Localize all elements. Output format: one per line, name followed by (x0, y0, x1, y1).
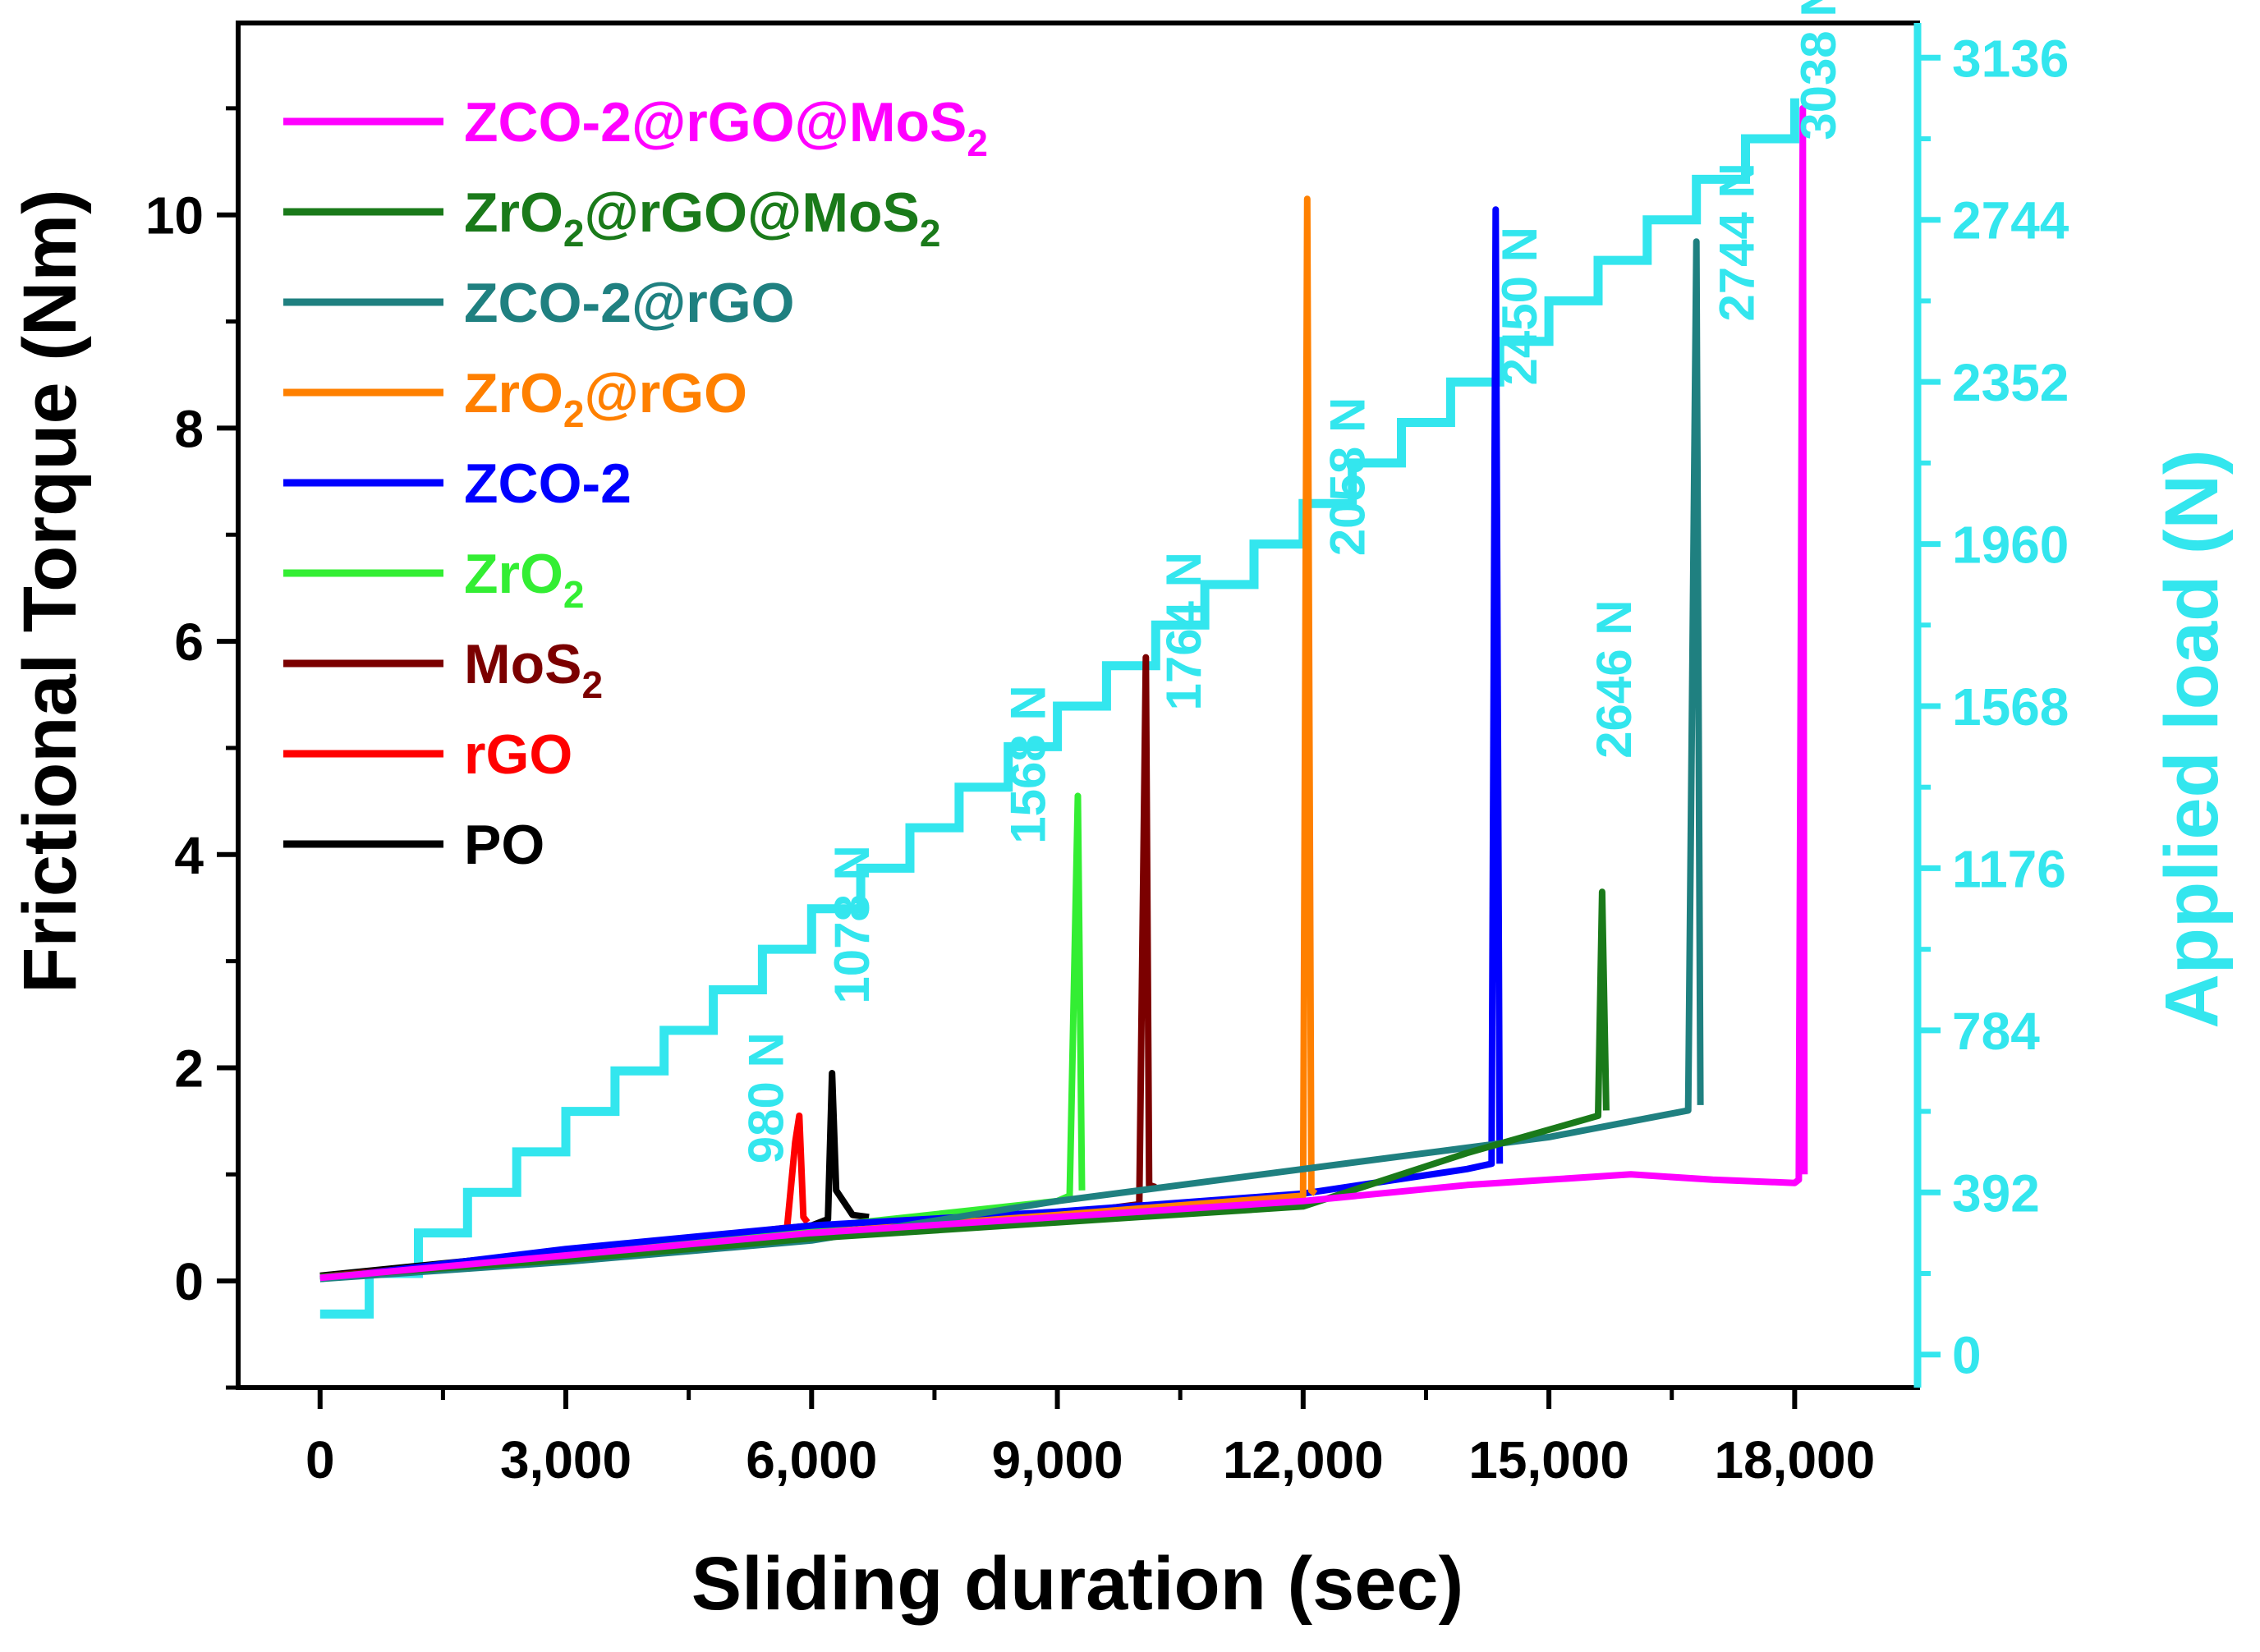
series-line-zro2 (319, 792, 1086, 1282)
right-y-tick-label: 1176 (1952, 839, 2066, 898)
x-tick-label: 18,000 (1714, 1430, 1875, 1489)
legend-label: rGO (464, 723, 572, 786)
x-tick-label: 12,000 (1223, 1430, 1384, 1489)
right-y-tick-label: 392 (1952, 1163, 2040, 1223)
legend-label-main: ZrO (464, 543, 563, 605)
x-axis-title: Sliding duration (sec) (691, 1542, 1463, 1626)
x-tick-label: 15,000 (1468, 1430, 1629, 1489)
load-annotation-label: 1568 N (1001, 685, 1056, 843)
y-axis-title: Frictional Torque (Nm) (8, 189, 92, 993)
series-line-zco-2-rgo-mos2 (319, 104, 1808, 1282)
right-y-tick-label: 1568 (1952, 677, 2069, 737)
load-annotation-label: 3038 N (1791, 0, 1846, 140)
y-tick-label: 0 (174, 1252, 204, 1311)
legend-label: ZCO-2@rGO@MoS2 (464, 91, 988, 164)
load-annotation-label: 1764 N (1156, 552, 1211, 710)
load-annotation-label: 1078 N (825, 845, 880, 1003)
load-annotation-label: 2058 N (1321, 397, 1376, 556)
legend-label-main: ZrO (464, 362, 563, 424)
legend-label-subscript: 2 (563, 392, 585, 435)
torque-series-layer (319, 104, 1808, 1283)
legend-label-main: MoS (464, 633, 582, 695)
legend-label: ZrO2@rGO (464, 362, 747, 435)
load-annotations: 980 N 1078 N 1568 N 1764 N 2058 N 2450 N 2646 … (738, 0, 1846, 1163)
applied-load-series-layer (319, 98, 1799, 1319)
load-annotation-label: 980 N (738, 1032, 793, 1163)
legend-label-main: PO (464, 814, 544, 876)
legend-label-main: ZCO-2@rGO@MoS (464, 91, 967, 154)
legend-label-main: rGO (464, 723, 572, 786)
legend-label: ZCO-2@rGO (464, 272, 795, 334)
legend-label-subscript: 2 (967, 122, 988, 164)
legend-label: PO (464, 814, 544, 876)
legend-label-main: ZrO (464, 181, 563, 244)
axes-layer: 0 3,000 6,000 9,000 12,000 15,000 18,000 0 2 4 6 8 1… (145, 23, 2069, 1489)
y-tick-label: 10 (145, 186, 204, 246)
series-line-applied-load (319, 98, 1799, 1319)
right-y-axis-title: Applied load (N) (2150, 449, 2234, 1028)
x-tick-label: 9,000 (991, 1430, 1123, 1489)
right-y-tick-label: 2352 (1952, 353, 2069, 412)
y-tick-label: 6 (174, 613, 204, 672)
legend-label-subscript: 2 (563, 212, 585, 255)
legend-label-tail: @rGO (585, 362, 748, 424)
legend-label-subscript: 2 (582, 663, 604, 706)
legend-label-tail: @rGO@MoS (585, 181, 920, 244)
x-tick-label: 3,000 (500, 1430, 632, 1489)
load-annotation-label: 2450 N (1492, 227, 1547, 385)
legend-label: ZrO2 (464, 543, 585, 616)
right-y-tick-label: 3136 (1952, 29, 2069, 88)
right-y-tick-label: 1960 (1952, 516, 2069, 575)
legend-label-main: ZCO-2@rGO (464, 272, 795, 334)
right-y-tick-label: 784 (1952, 1002, 2040, 1061)
y-tick-label: 2 (174, 1039, 204, 1098)
legend-label-main: ZCO-2 (464, 452, 632, 515)
legend: ZCO-2@rGO@MoS2ZrO2@rGO@MoS2ZCO-2@rGOZrO2… (283, 91, 988, 876)
legend-label: ZrO2@rGO@MoS2 (464, 181, 941, 255)
legend-label-subscript: 2 (563, 573, 585, 616)
right-y-tick-label: 2744 (1952, 191, 2069, 250)
legend-label: MoS2 (464, 633, 603, 706)
load-annotation-label: 2744 N (1710, 163, 1765, 321)
x-tick-label: 0 (305, 1430, 335, 1489)
right-y-tick-label: 0 (1952, 1326, 1982, 1385)
legend-label-subscript: 2 (920, 212, 941, 255)
series-line-zro2-rgo-mos2 (319, 888, 1610, 1280)
y-tick-label: 4 (174, 826, 204, 885)
y-tick-label: 8 (174, 399, 204, 458)
load-annotation-label: 2646 N (1587, 599, 1642, 758)
legend-label: ZCO-2 (464, 452, 632, 515)
x-tick-label: 6,000 (746, 1430, 877, 1489)
